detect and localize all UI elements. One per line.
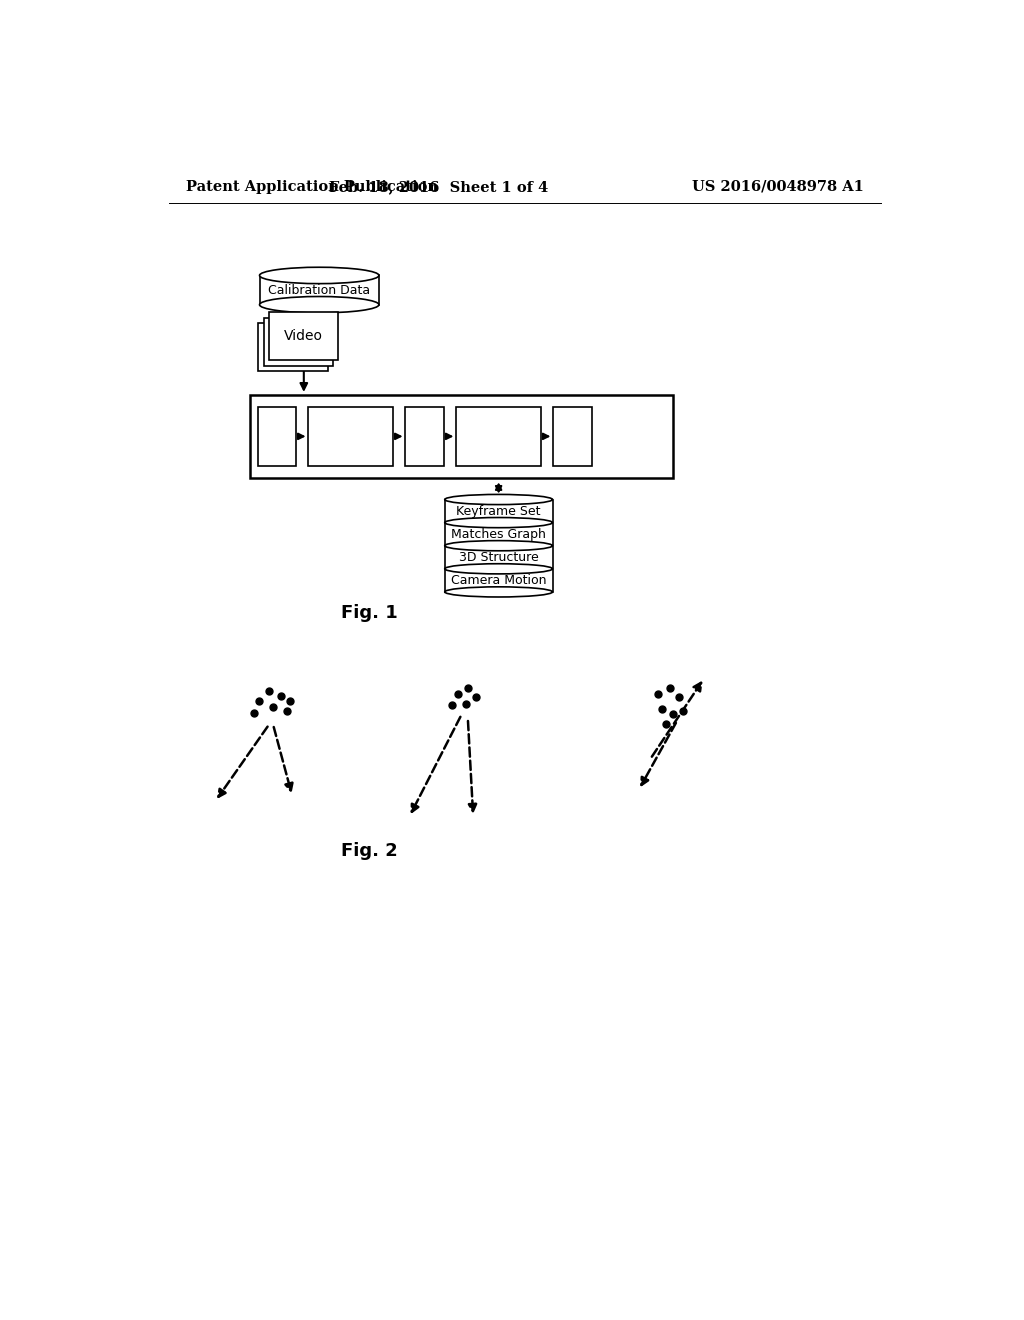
Text: Closest: Closest	[328, 421, 374, 434]
Text: Fig. 1: Fig. 1	[341, 605, 397, 623]
Text: Feb. 18, 2016  Sheet 1 of 4: Feb. 18, 2016 Sheet 1 of 4	[329, 180, 548, 194]
Text: Keyframe Set: Keyframe Set	[457, 504, 541, 517]
Text: Calibration Data: Calibration Data	[268, 284, 371, 297]
Ellipse shape	[259, 297, 379, 313]
Ellipse shape	[444, 517, 553, 528]
Text: Video: Video	[285, 329, 324, 343]
Ellipse shape	[444, 495, 553, 504]
FancyBboxPatch shape	[553, 407, 592, 466]
Text: Update: Update	[476, 436, 521, 449]
FancyBboxPatch shape	[264, 318, 333, 366]
Ellipse shape	[444, 564, 553, 574]
Text: Selection: Selection	[322, 440, 380, 453]
Text: Fig. 2: Fig. 2	[341, 842, 397, 861]
Text: Patent Application Publication: Patent Application Publication	[186, 180, 438, 194]
FancyBboxPatch shape	[258, 407, 296, 466]
Ellipse shape	[444, 587, 553, 597]
Text: X: X	[567, 428, 579, 445]
FancyBboxPatch shape	[406, 407, 444, 466]
FancyBboxPatch shape	[308, 407, 393, 466]
Ellipse shape	[444, 541, 553, 550]
FancyBboxPatch shape	[258, 323, 328, 371]
FancyBboxPatch shape	[250, 395, 674, 478]
Text: X: X	[419, 428, 430, 445]
Text: X: X	[271, 428, 283, 445]
FancyBboxPatch shape	[269, 313, 339, 360]
Ellipse shape	[259, 267, 379, 284]
Text: 3D Structure: 3D Structure	[459, 550, 539, 564]
Text: Keyframes: Keyframes	[317, 430, 384, 444]
Text: Camera Motion: Camera Motion	[451, 574, 547, 587]
Text: Keyframe Set: Keyframe Set	[457, 425, 541, 437]
FancyBboxPatch shape	[457, 407, 541, 466]
Text: US 2016/0048978 A1: US 2016/0048978 A1	[692, 180, 863, 194]
Text: Matches Graph: Matches Graph	[452, 528, 546, 541]
